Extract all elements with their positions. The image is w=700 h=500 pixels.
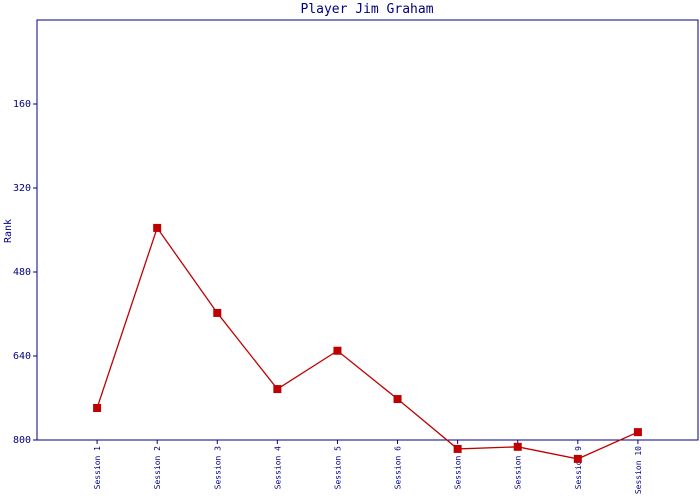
point-marker: [333, 346, 342, 355]
point-marker: [153, 223, 162, 232]
point-marker: [573, 454, 582, 463]
point-marker: [453, 444, 462, 453]
y-tick-label: 160: [13, 99, 31, 110]
y-tick-label: 480: [13, 267, 31, 278]
point-marker: [273, 385, 282, 394]
point-marker: [93, 403, 102, 412]
y-axis-label: Rank: [3, 219, 14, 243]
x-tick-label: Session 2: [153, 446, 162, 490]
point-marker: [513, 442, 522, 451]
y-tick-label: 320: [13, 183, 31, 194]
x-tick-label: Session 10: [634, 446, 643, 494]
x-tick-label: Session 7: [454, 446, 463, 490]
point-marker: [393, 395, 402, 404]
x-tick-label: Session 6: [394, 446, 403, 490]
plot-frame: [36, 19, 699, 441]
chart-title: Player Jim Graham: [300, 2, 433, 17]
y-tick-label: 800: [13, 435, 31, 446]
point-marker: [213, 308, 222, 317]
x-tick-label: Session 3: [213, 446, 222, 490]
x-tick-label: Session 9: [574, 446, 583, 490]
point-marker: [633, 428, 642, 437]
series-line: [96, 226, 639, 460]
x-tick-label: Session 5: [333, 446, 342, 490]
x-tick-label: Session 8: [514, 446, 523, 490]
x-tick-label: Session 1: [93, 446, 102, 490]
y-tick-label: 640: [13, 351, 31, 362]
x-tick-label: Session 4: [273, 446, 282, 490]
